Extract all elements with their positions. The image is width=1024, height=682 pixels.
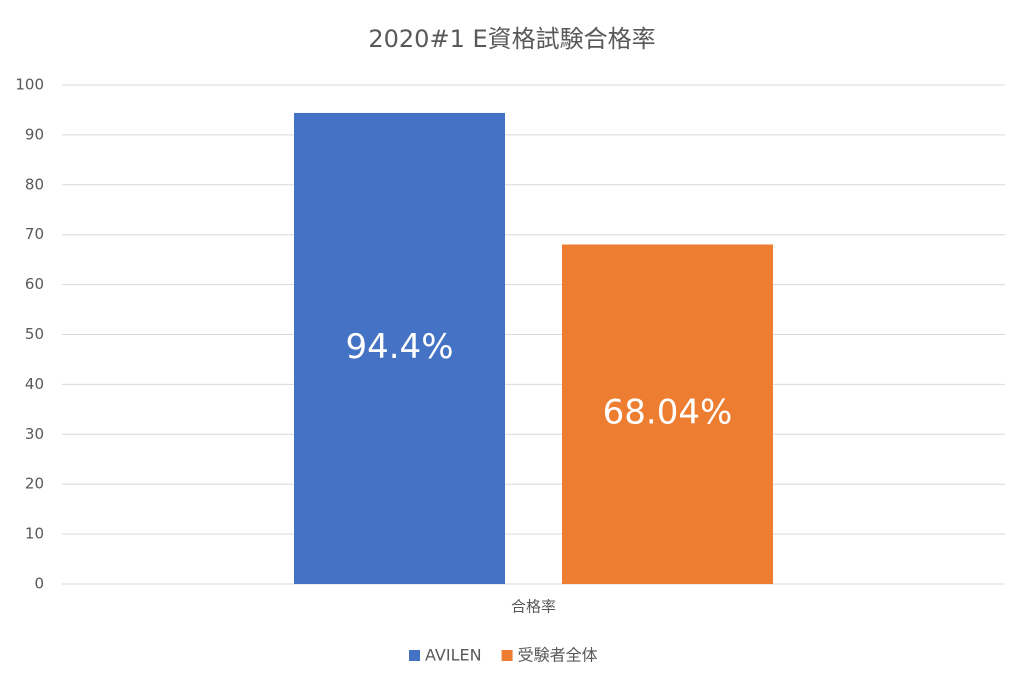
data-label: 94.4% — [345, 327, 453, 367]
bar — [562, 244, 773, 584]
data-label: 68.04% — [603, 393, 733, 433]
legend-swatch — [409, 650, 420, 661]
y-tick-label: 30 — [25, 425, 44, 443]
y-tick-label: 0 — [34, 575, 44, 593]
y-tick-label: 40 — [25, 375, 44, 393]
y-tick-label: 60 — [25, 275, 44, 293]
legend-label: 受験者全体 — [518, 646, 598, 665]
x-tick-label: 合格率 — [511, 598, 556, 616]
bar — [294, 112, 505, 584]
legend-label: AVILEN — [425, 646, 482, 665]
y-tick-label: 100 — [15, 76, 44, 94]
y-tick-label: 50 — [25, 325, 44, 343]
legend-swatch — [501, 650, 513, 661]
chart-title: 2020#1 E資格試験合格率 — [368, 25, 655, 53]
y-tick-label: 90 — [25, 125, 44, 143]
y-tick-label: 80 — [25, 175, 44, 193]
y-tick-label: 10 — [25, 525, 44, 543]
y-tick-label: 20 — [25, 475, 44, 493]
y-tick-label: 70 — [25, 225, 44, 243]
